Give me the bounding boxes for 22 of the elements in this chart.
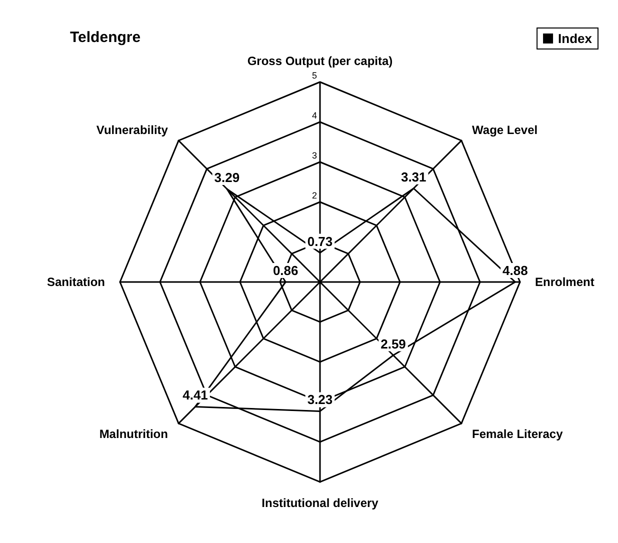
spoke-label: Female Literacy [472, 427, 564, 442]
spoke-label: Enrolment [535, 275, 594, 289]
legend-label: Index [558, 31, 593, 46]
data-label: 2.59 [380, 336, 406, 352]
data-label: 3.31 [400, 169, 426, 184]
chart-title: Teldengre [70, 29, 141, 46]
data-label: 3.29 [214, 170, 240, 185]
spoke-label: Gross Output (per capita) [247, 54, 393, 68]
data-label: 0.73 [307, 234, 333, 249]
spoke-label: Malnutrition [99, 427, 168, 442]
data-label: 4.88 [502, 263, 528, 278]
spoke-label: Institutional delivery [262, 496, 379, 510]
data-label: 3.23 [307, 392, 333, 408]
y-tick-label: 3 [312, 150, 317, 160]
spoke-label: Vulnerability [96, 122, 168, 137]
y-tick-label: 2 [312, 190, 317, 200]
y-tick-label: 4 [312, 110, 317, 120]
spoke-label: Sanitation [46, 275, 105, 289]
y-tick-label: 5 [312, 70, 317, 80]
data-label: 0.86 [272, 263, 298, 278]
spoke-label: Wage Level [472, 122, 538, 137]
data-label: 4.41 [182, 388, 208, 403]
